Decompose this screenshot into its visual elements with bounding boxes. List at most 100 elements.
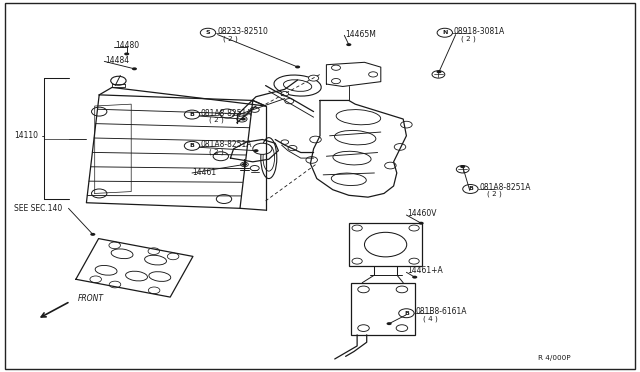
Circle shape bbox=[412, 276, 417, 279]
Circle shape bbox=[396, 286, 408, 293]
Circle shape bbox=[456, 166, 469, 173]
Text: 081B8-6161A: 081B8-6161A bbox=[415, 307, 467, 316]
Ellipse shape bbox=[333, 151, 371, 165]
Ellipse shape bbox=[145, 255, 166, 265]
Text: S: S bbox=[205, 30, 211, 35]
Circle shape bbox=[352, 258, 362, 264]
Circle shape bbox=[200, 28, 216, 37]
Circle shape bbox=[346, 43, 351, 46]
Text: 14460V: 14460V bbox=[408, 209, 437, 218]
Text: 14484: 14484 bbox=[106, 56, 130, 65]
Circle shape bbox=[387, 322, 392, 325]
Circle shape bbox=[281, 140, 289, 144]
Text: 08233-82510: 08233-82510 bbox=[218, 27, 268, 36]
Text: N: N bbox=[442, 30, 447, 35]
Circle shape bbox=[148, 248, 159, 254]
Ellipse shape bbox=[284, 80, 312, 92]
Text: 14110: 14110 bbox=[14, 131, 38, 140]
Bar bbox=[349, 223, 422, 266]
Circle shape bbox=[213, 152, 228, 161]
Circle shape bbox=[132, 67, 137, 70]
Text: 081A8-8251A: 081A8-8251A bbox=[479, 183, 531, 192]
Circle shape bbox=[90, 233, 95, 236]
Circle shape bbox=[332, 65, 340, 70]
Text: ( 2 ): ( 2 ) bbox=[209, 148, 223, 155]
Circle shape bbox=[111, 76, 126, 85]
Circle shape bbox=[463, 185, 478, 193]
Text: B: B bbox=[468, 186, 473, 192]
Ellipse shape bbox=[332, 173, 366, 186]
Circle shape bbox=[409, 258, 419, 264]
Circle shape bbox=[281, 92, 289, 96]
Text: ( 2 ): ( 2 ) bbox=[461, 35, 476, 42]
Circle shape bbox=[216, 195, 232, 203]
Circle shape bbox=[148, 287, 160, 294]
Text: FRONT: FRONT bbox=[78, 294, 104, 303]
Ellipse shape bbox=[335, 131, 376, 145]
Ellipse shape bbox=[261, 138, 277, 179]
Circle shape bbox=[250, 107, 259, 112]
Text: 14480: 14480 bbox=[115, 41, 140, 50]
Circle shape bbox=[285, 99, 294, 104]
Circle shape bbox=[306, 157, 317, 163]
Text: B: B bbox=[189, 143, 195, 148]
Circle shape bbox=[399, 309, 414, 318]
Text: B: B bbox=[404, 311, 409, 316]
Circle shape bbox=[369, 72, 378, 77]
Circle shape bbox=[358, 325, 369, 331]
Circle shape bbox=[432, 71, 445, 78]
Circle shape bbox=[365, 232, 407, 257]
Ellipse shape bbox=[336, 110, 381, 125]
Circle shape bbox=[310, 136, 321, 143]
Text: 14461: 14461 bbox=[192, 169, 216, 177]
Circle shape bbox=[90, 276, 102, 283]
Text: 08918-3081A: 08918-3081A bbox=[453, 27, 504, 36]
Circle shape bbox=[308, 75, 319, 81]
Ellipse shape bbox=[263, 145, 275, 171]
Text: SEE SEC.140: SEE SEC.140 bbox=[14, 204, 62, 213]
Circle shape bbox=[241, 162, 248, 167]
Circle shape bbox=[352, 225, 362, 231]
Text: ( 2 ): ( 2 ) bbox=[209, 117, 223, 124]
Circle shape bbox=[419, 222, 424, 225]
Text: R 4/000P: R 4/000P bbox=[538, 355, 570, 361]
Circle shape bbox=[167, 253, 179, 260]
Circle shape bbox=[436, 70, 442, 73]
Text: 081A8-8251A: 081A8-8251A bbox=[201, 140, 252, 149]
Text: ( 4 ): ( 4 ) bbox=[423, 315, 438, 322]
Text: 14461+A: 14461+A bbox=[408, 266, 444, 275]
Text: B: B bbox=[189, 112, 195, 117]
Circle shape bbox=[253, 143, 272, 154]
Circle shape bbox=[109, 281, 121, 288]
Circle shape bbox=[253, 149, 259, 152]
Circle shape bbox=[250, 166, 259, 171]
Text: 081A8-8251A: 081A8-8251A bbox=[201, 109, 252, 118]
Text: ( 2 ): ( 2 ) bbox=[487, 191, 502, 198]
Text: ( 2 ): ( 2 ) bbox=[223, 35, 237, 42]
Circle shape bbox=[184, 141, 200, 150]
Circle shape bbox=[184, 110, 200, 119]
Circle shape bbox=[124, 52, 129, 55]
Circle shape bbox=[409, 225, 419, 231]
Ellipse shape bbox=[274, 75, 321, 96]
Circle shape bbox=[295, 65, 300, 68]
Circle shape bbox=[242, 163, 247, 166]
Circle shape bbox=[437, 28, 452, 37]
Bar bbox=[351, 283, 415, 335]
Circle shape bbox=[288, 145, 297, 151]
Circle shape bbox=[460, 165, 465, 168]
Circle shape bbox=[396, 325, 408, 331]
Circle shape bbox=[394, 144, 406, 150]
Circle shape bbox=[401, 121, 412, 128]
Circle shape bbox=[241, 118, 246, 121]
Circle shape bbox=[237, 116, 247, 122]
Circle shape bbox=[332, 78, 340, 84]
Circle shape bbox=[358, 286, 369, 293]
Ellipse shape bbox=[95, 266, 117, 275]
Text: 14465M: 14465M bbox=[346, 30, 376, 39]
Ellipse shape bbox=[149, 272, 171, 281]
Circle shape bbox=[92, 189, 107, 198]
Circle shape bbox=[385, 162, 396, 169]
Circle shape bbox=[220, 109, 235, 118]
Ellipse shape bbox=[111, 249, 133, 259]
